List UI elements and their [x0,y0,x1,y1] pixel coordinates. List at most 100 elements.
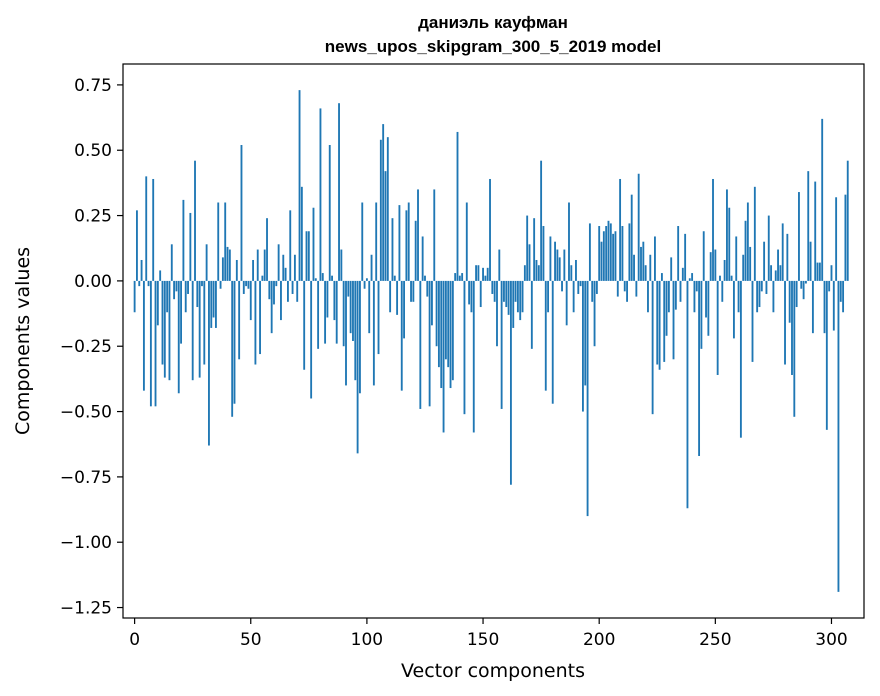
bar-224 [654,236,656,281]
bar-307 [846,160,849,281]
bar-2 [138,280,141,287]
bar-12 [161,280,164,365]
bar-132 [440,280,443,389]
bar-120 [412,280,415,302]
bar-283 [791,280,793,375]
bar-128 [431,280,433,326]
bar-67 [289,210,292,281]
bar-82 [324,280,327,344]
bar-178 [547,280,550,313]
bar-85 [331,275,333,281]
bar-213 [628,223,631,281]
bar-36 [217,202,220,281]
bar-251 [716,280,719,375]
bar-125 [424,275,426,281]
bar-219 [642,241,645,281]
bar-74 [305,231,308,281]
bar-252 [719,275,721,281]
bar-198 [593,280,596,347]
bar-66 [287,280,289,302]
bar-20 [180,280,182,344]
bar-253 [721,280,724,302]
y-axis-ticks: 0.75 0.50 0.25 0.00 −0.25 −0.50 −0.75 −1.00 −1.2… [60,76,123,619]
bar-195 [586,280,589,517]
bar-26 [194,160,196,281]
bar-19 [177,280,180,394]
bar-57 [266,218,268,281]
bar-203 [605,226,608,281]
bar-306 [844,194,847,281]
bar-190 [575,259,577,281]
bar-192 [579,280,582,287]
bar-294 [816,262,819,281]
x-tick-label: 50 [240,630,262,650]
bar-30 [203,280,206,365]
bar-149 [479,280,482,308]
bar-99 [363,280,366,289]
bar-299 [828,280,831,292]
bar-176 [542,226,545,281]
bar-41 [228,249,231,281]
bar-88 [338,103,340,281]
bar-119 [410,280,412,302]
bar-261 [739,280,742,438]
bar-59 [270,280,273,334]
bar-173 [535,259,538,281]
bar-93 [349,280,352,334]
bar-40 [226,246,229,281]
bar-180 [551,280,554,404]
bar-122 [417,189,419,281]
bar-295 [818,262,821,281]
bar-55 [261,275,264,281]
y-tick-label: 0.50 [74,141,112,161]
bar-206 [612,233,615,281]
y-tick-label: −1.00 [60,533,112,553]
bar-281 [786,233,789,281]
bar-175 [540,160,543,281]
bar-272 [765,280,768,294]
bar-53 [256,249,259,281]
y-tick-label: −0.50 [60,403,112,423]
bar-296 [821,118,824,281]
bar-298 [825,280,828,430]
bar-181 [554,241,556,281]
bar-264 [746,202,749,281]
bar-186 [565,280,568,326]
y-tick-label: −1.25 [60,599,112,619]
bar-244 [700,280,703,349]
bar-71 [298,90,301,281]
bar-231 [670,257,673,281]
bar-209 [619,178,622,281]
bar-115 [400,280,403,391]
bar-202 [602,231,605,281]
bar-96 [356,280,359,454]
bar-141 [461,273,464,281]
bar-25 [191,280,194,381]
bar-121 [414,220,417,281]
bar-155 [493,280,496,302]
bar-260 [737,280,740,313]
bar-217 [637,173,640,281]
bar-146 [472,280,475,433]
bar-232 [672,280,675,360]
bar-7 [149,280,152,407]
bar-297 [823,280,826,334]
bar-164 [514,280,517,302]
x-tick-label: 150 [467,630,499,650]
bar-228 [663,280,666,362]
bar-81 [321,273,324,281]
bar-189 [572,280,575,313]
bar-242 [695,280,698,292]
bar-196 [588,223,591,281]
bar-179 [549,236,552,281]
bar-157 [498,249,501,281]
bar-220 [644,265,647,281]
bar-63 [280,280,282,321]
bar-34 [212,280,215,318]
bar-154 [491,280,494,294]
bar-48 [245,280,248,287]
bar-158 [500,280,503,409]
bar-165 [516,280,519,313]
bar-139 [456,131,459,281]
bar-127 [428,280,431,407]
